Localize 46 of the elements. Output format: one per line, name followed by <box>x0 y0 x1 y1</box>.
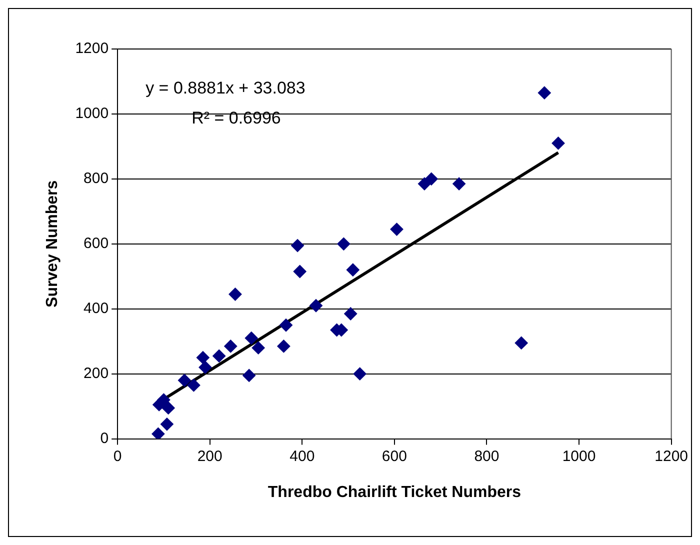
y-tick-label: 800 <box>84 170 109 188</box>
point <box>152 427 165 439</box>
x-tick-label: 400 <box>290 448 315 465</box>
x-tick-label: 600 <box>382 448 407 465</box>
point <box>212 349 226 362</box>
point <box>187 378 200 392</box>
point <box>538 86 551 100</box>
x-axis-title: Thredbo Chairlift Ticket Numbers <box>268 484 522 501</box>
point <box>277 340 290 353</box>
x-tick-label: 1000 <box>562 448 596 465</box>
x-tick-label: 800 <box>474 448 500 465</box>
point <box>160 418 174 431</box>
y-tick-label: 200 <box>84 364 109 382</box>
point <box>452 177 466 190</box>
y-axis-title: Survey Numbers <box>44 180 62 308</box>
point <box>353 367 366 380</box>
y-tick-label: 600 <box>84 235 109 252</box>
point <box>196 351 210 364</box>
point <box>162 401 175 414</box>
point <box>424 172 438 186</box>
point <box>198 360 212 374</box>
point <box>224 340 238 353</box>
point <box>552 136 565 150</box>
x-tick-label: 200 <box>197 448 222 465</box>
y-tick-label: 0 <box>100 430 109 447</box>
point <box>293 265 306 278</box>
point <box>178 374 191 387</box>
point <box>514 336 528 350</box>
x-tick-label: 0 <box>113 448 122 465</box>
x-tick-label: 1200 <box>654 448 688 465</box>
point <box>157 393 170 406</box>
point <box>242 368 256 382</box>
point <box>252 341 265 354</box>
point <box>280 318 292 332</box>
point <box>244 332 258 345</box>
annotation: y = 0.8881x + 33.083 <box>146 78 306 98</box>
point <box>337 237 350 250</box>
point <box>346 263 360 276</box>
point <box>309 299 322 312</box>
point <box>228 288 242 301</box>
y-tick-label: 1200 <box>75 40 109 58</box>
y-tick-label: 1000 <box>75 105 109 122</box>
point <box>291 239 304 252</box>
point <box>390 222 404 236</box>
y-tick-label: 400 <box>84 300 109 318</box>
point <box>344 307 358 320</box>
